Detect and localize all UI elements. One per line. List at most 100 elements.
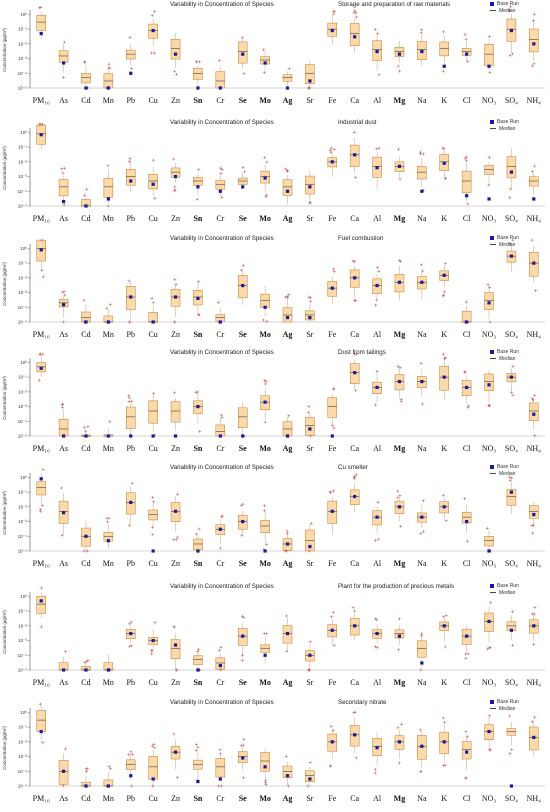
outlier-marker xyxy=(264,781,268,785)
outlier-marker xyxy=(262,71,266,75)
outlier-marker xyxy=(331,610,335,614)
outlier-marker xyxy=(153,10,157,14)
outlier-marker xyxy=(128,157,132,161)
outlier-marker xyxy=(511,364,515,368)
outlier-marker xyxy=(353,352,357,356)
outlier-marker xyxy=(353,9,357,13)
category-label: NH₄ xyxy=(527,678,542,687)
category-label: Sr xyxy=(306,330,313,339)
base-run-marker xyxy=(330,740,334,744)
legend-label: Base Run xyxy=(497,349,519,355)
base-run-marker xyxy=(196,404,200,409)
outlier-marker xyxy=(242,737,246,741)
base-run-marker xyxy=(196,296,200,301)
category-label: Ag xyxy=(283,214,293,223)
category-label: Sn xyxy=(193,96,202,105)
outlier-marker xyxy=(373,27,377,31)
outlier-marker xyxy=(86,425,90,429)
outlier-marker xyxy=(107,764,111,768)
chart-title: Variability in Concentration of Species xyxy=(170,119,274,126)
outlier-marker xyxy=(485,526,489,530)
category-label: Ag xyxy=(283,678,293,687)
outlier-marker xyxy=(442,764,446,768)
chart-title: Variability in Concentration of Species xyxy=(170,235,274,242)
outlier-marker xyxy=(151,500,155,504)
y-tick-label: 10⁻⁴ xyxy=(18,419,27,424)
category-label: Cu xyxy=(148,330,157,339)
chart-panel: Concentration (µg/m³) 10⁰ 10⁻¹ 10⁻² 10⁻³ 10⁻⁴… xyxy=(0,463,550,577)
outlier-marker xyxy=(332,489,336,493)
y-tick-label: 10⁻⁵ xyxy=(18,86,27,91)
category-label: Ca xyxy=(350,678,359,687)
category-label: K xyxy=(441,678,447,687)
box-12 xyxy=(305,770,315,783)
outlier-marker xyxy=(265,160,269,164)
category-label: Cd xyxy=(81,330,90,339)
outlier-marker xyxy=(354,389,358,393)
outlier-marker xyxy=(241,36,245,40)
outlier-marker xyxy=(130,399,134,403)
box-22 xyxy=(529,176,539,187)
category-label: Pb xyxy=(127,330,135,339)
chart-source-label: Dust from tailings xyxy=(338,349,386,356)
category-label: Sr xyxy=(306,214,313,223)
base-run-marker xyxy=(39,477,43,481)
category-label: K xyxy=(441,559,447,568)
chart-source-label: Storage and preparation of raw materials xyxy=(338,1,451,8)
outlier-marker xyxy=(195,197,199,201)
outlier-marker xyxy=(241,264,245,268)
box-5 xyxy=(148,174,158,190)
category-label: PM₁₀ xyxy=(33,96,50,105)
base-run-marker xyxy=(241,634,245,638)
outlier-marker xyxy=(265,319,269,323)
base-run-marker xyxy=(84,86,88,90)
base-run-marker xyxy=(285,774,290,778)
y-tick-label: 10⁻³ xyxy=(18,404,27,409)
outlier-marker xyxy=(63,293,67,297)
outlier-marker xyxy=(39,5,43,9)
outlier-marker xyxy=(533,393,537,397)
category-label: Fe xyxy=(328,214,336,223)
outlier-marker xyxy=(105,516,109,520)
legend-marker-median xyxy=(490,708,496,710)
category-label: Zn xyxy=(171,214,180,223)
outlier-marker xyxy=(532,612,536,616)
outlier-marker xyxy=(62,75,66,79)
box-1 xyxy=(58,419,69,437)
y-tick-label: 10⁻³ xyxy=(18,638,27,643)
outlier-marker xyxy=(176,535,180,539)
base-run-marker xyxy=(61,511,66,515)
base-run-marker xyxy=(173,174,178,179)
outlier-marker xyxy=(442,615,446,619)
outlier-marker xyxy=(153,746,157,750)
box-16 xyxy=(394,629,405,639)
category-label: Sr xyxy=(306,794,313,803)
category-label: Mo xyxy=(259,96,271,105)
outlier-marker xyxy=(263,420,267,424)
base-run-marker xyxy=(442,740,446,744)
base-run-marker xyxy=(442,273,446,277)
category-label: SO₄ xyxy=(505,678,518,687)
outlier-marker xyxy=(398,69,402,73)
y-tick-label: 10⁻² xyxy=(18,159,27,164)
outlier-marker xyxy=(419,28,423,32)
category-label: Pb xyxy=(127,96,135,105)
outlier-marker xyxy=(328,148,332,152)
outlier-marker xyxy=(197,60,201,64)
box-18 xyxy=(439,41,449,57)
box-9 xyxy=(237,41,248,64)
outlier-marker xyxy=(196,280,200,284)
outlier-marker xyxy=(532,523,536,527)
outlier-marker xyxy=(309,434,313,438)
outlier-marker xyxy=(508,54,512,58)
base-run-marker xyxy=(106,197,110,201)
category-label: NO₃ xyxy=(482,444,497,453)
box-22 xyxy=(529,402,539,421)
category-label: Zn xyxy=(171,444,180,453)
category-label: Cr xyxy=(216,96,224,105)
base-run-marker xyxy=(39,366,43,370)
outlier-marker xyxy=(396,726,400,730)
box-8 xyxy=(215,71,226,89)
category-label: PM₁₀ xyxy=(33,559,50,568)
base-run-marker xyxy=(151,320,155,324)
